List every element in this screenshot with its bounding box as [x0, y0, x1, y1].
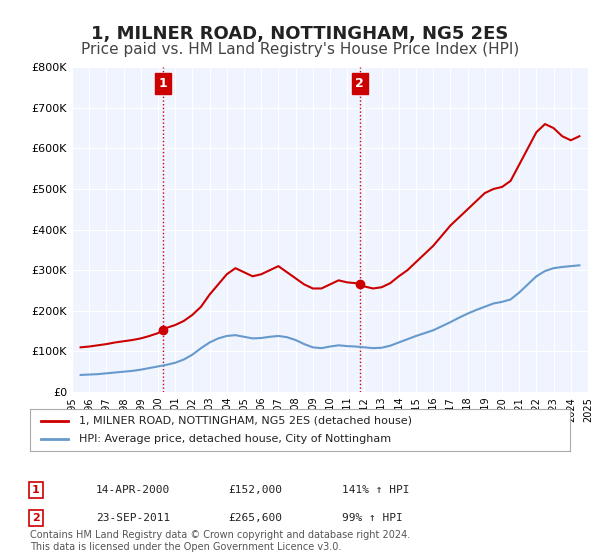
Text: Contains HM Land Registry data © Crown copyright and database right 2024.
This d: Contains HM Land Registry data © Crown c…	[30, 530, 410, 552]
Text: 23-SEP-2011: 23-SEP-2011	[96, 513, 170, 523]
Text: 1: 1	[158, 77, 167, 90]
Text: 1, MILNER ROAD, NOTTINGHAM, NG5 2ES: 1, MILNER ROAD, NOTTINGHAM, NG5 2ES	[91, 25, 509, 43]
Text: 2: 2	[355, 77, 364, 90]
Text: £265,600: £265,600	[228, 513, 282, 523]
Text: 141% ↑ HPI: 141% ↑ HPI	[342, 485, 409, 495]
Text: 2: 2	[32, 513, 40, 523]
Text: 1: 1	[32, 485, 40, 495]
Text: 99% ↑ HPI: 99% ↑ HPI	[342, 513, 403, 523]
Text: £152,000: £152,000	[228, 485, 282, 495]
Text: Price paid vs. HM Land Registry's House Price Index (HPI): Price paid vs. HM Land Registry's House …	[81, 42, 519, 57]
Text: HPI: Average price, detached house, City of Nottingham: HPI: Average price, detached house, City…	[79, 434, 391, 444]
Text: 1, MILNER ROAD, NOTTINGHAM, NG5 2ES (detached house): 1, MILNER ROAD, NOTTINGHAM, NG5 2ES (det…	[79, 416, 412, 426]
Text: 14-APR-2000: 14-APR-2000	[96, 485, 170, 495]
